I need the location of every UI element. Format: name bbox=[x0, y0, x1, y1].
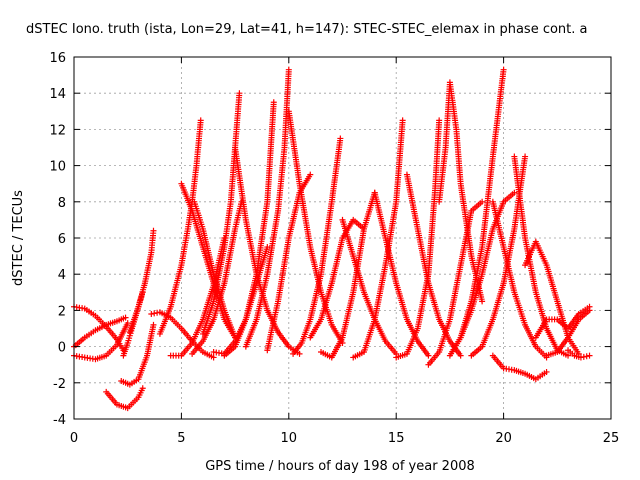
plus-marker-track bbox=[339, 216, 400, 357]
series-39 bbox=[565, 347, 593, 361]
y-tick-label: 14 bbox=[49, 87, 66, 102]
series-19 bbox=[285, 108, 346, 346]
plus-marker-track bbox=[156, 117, 204, 337]
series-29 bbox=[436, 79, 486, 305]
plus-marker-track bbox=[371, 189, 432, 359]
plus-marker-track bbox=[543, 307, 593, 359]
series-6 bbox=[126, 227, 157, 336]
series-8 bbox=[156, 117, 204, 337]
series-5 bbox=[118, 321, 157, 388]
plus-marker-track bbox=[285, 108, 346, 346]
series-34 bbox=[511, 153, 572, 359]
x-tick-label: 5 bbox=[177, 431, 185, 446]
data-marks bbox=[71, 66, 593, 412]
plus-marker-track bbox=[511, 153, 572, 359]
plus-marker-track bbox=[350, 117, 406, 361]
series-25 bbox=[371, 189, 432, 359]
series-13 bbox=[178, 180, 239, 341]
plus-marker-track bbox=[103, 385, 146, 412]
series-3 bbox=[103, 385, 146, 412]
series-38 bbox=[543, 307, 593, 359]
plus-marker-track bbox=[242, 66, 292, 350]
y-tick-label: 8 bbox=[58, 196, 66, 211]
y-tick-label: 16 bbox=[49, 51, 66, 66]
series-33 bbox=[489, 198, 550, 361]
plus-marker-track bbox=[489, 352, 550, 383]
series-37 bbox=[532, 303, 593, 341]
plus-marker-track bbox=[468, 153, 529, 359]
plus-marker-track bbox=[489, 198, 550, 361]
x-tick-label: 10 bbox=[281, 431, 298, 446]
x-axis-label: GPS time / hours of day 198 of year 2008 bbox=[205, 459, 475, 474]
chart-title: dSTEC Iono. truth (ista, Lon=29, Lat=41,… bbox=[26, 22, 588, 37]
plus-marker-track bbox=[126, 227, 157, 336]
plus-marker-track bbox=[565, 347, 593, 361]
series-27 bbox=[403, 171, 464, 359]
series-21 bbox=[307, 216, 367, 341]
series-16 bbox=[221, 99, 277, 359]
series-10 bbox=[189, 198, 245, 357]
plus-marker-track bbox=[307, 216, 367, 341]
series-35 bbox=[489, 352, 550, 383]
y-tick-label: 4 bbox=[58, 268, 66, 283]
series-32 bbox=[468, 153, 529, 359]
plus-marker-track bbox=[221, 99, 277, 359]
x-tick-label: 15 bbox=[388, 431, 405, 446]
y-axis-label: dSTEC / TECUs bbox=[11, 190, 26, 286]
series-20 bbox=[290, 135, 344, 357]
plus-marker-track bbox=[290, 135, 344, 357]
y-tick-label: -4 bbox=[53, 413, 66, 428]
plus-marker-track bbox=[436, 79, 486, 305]
y-tick-label: 10 bbox=[49, 160, 66, 175]
series-23 bbox=[339, 216, 400, 357]
y-tick-label: 12 bbox=[49, 123, 66, 138]
plus-marker-track bbox=[178, 180, 239, 341]
x-tick-label: 20 bbox=[495, 431, 512, 446]
x-tick-label: 0 bbox=[70, 431, 78, 446]
plus-marker-track bbox=[189, 198, 245, 357]
plus-marker-track bbox=[532, 303, 593, 341]
plus-marker-track bbox=[118, 321, 157, 388]
y-tick-label: 2 bbox=[58, 304, 66, 319]
series-24 bbox=[350, 117, 406, 361]
y-tick-label: -2 bbox=[53, 377, 66, 392]
x-tick-label: 25 bbox=[603, 431, 620, 446]
axes: 0 5 10 15 20 25 -4 -2 0 2 4 6 8 10 12 14 16 bbox=[49, 51, 619, 446]
series-17 bbox=[242, 66, 292, 350]
plus-marker-track bbox=[403, 171, 464, 359]
y-tick-label: 6 bbox=[58, 232, 66, 247]
y-tick-label: 0 bbox=[58, 341, 66, 356]
